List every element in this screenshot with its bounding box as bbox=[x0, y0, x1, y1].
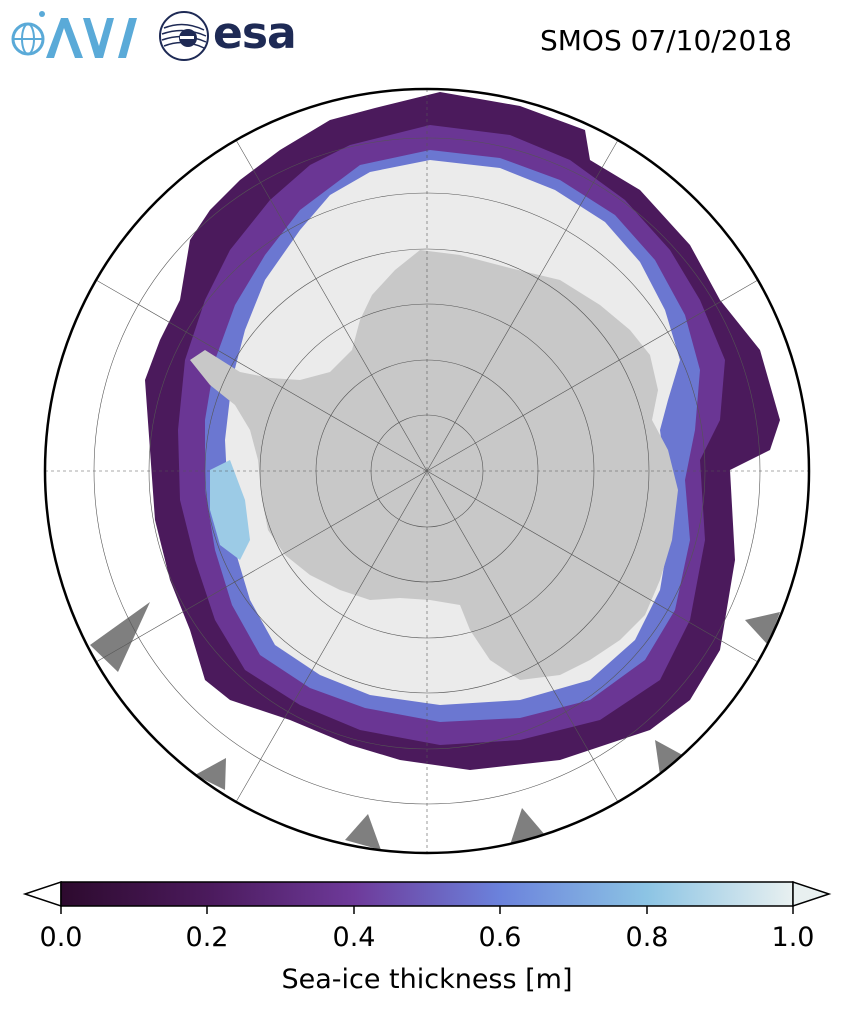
colorbar-tick-label: 0.4 bbox=[332, 922, 376, 953]
land-mask-wedge bbox=[195, 758, 226, 790]
colorbar-bar bbox=[22, 880, 832, 914]
colorbar-tick-label: 0.0 bbox=[39, 922, 83, 953]
map-title: SMOS 07/10/2018 bbox=[539, 24, 792, 57]
land-mask-wedge bbox=[510, 808, 545, 845]
esa-wordmark: esa bbox=[213, 8, 297, 59]
land-mask-wedge bbox=[655, 740, 688, 775]
awi-logo bbox=[11, 11, 137, 58]
colorbar-gradient bbox=[60, 881, 794, 907]
colorbar-tick-label: 0.8 bbox=[625, 922, 669, 953]
map-boundary bbox=[43, 87, 811, 855]
colorbar-tick-label: 1.0 bbox=[771, 922, 815, 953]
colorbar: 0.0 0.2 0.4 0.6 0.8 1.0 Sea-ice thicknes… bbox=[0, 870, 854, 1026]
colorbar-extend-low bbox=[22, 880, 62, 908]
antarctica-land bbox=[190, 250, 678, 680]
colorbar-tick-label: 0.2 bbox=[185, 922, 229, 953]
land-mask-wedge bbox=[90, 602, 150, 672]
colorbar-tick-label: 0.6 bbox=[478, 922, 522, 953]
colorbar-label: Sea-ice thickness [m] bbox=[281, 964, 573, 995]
header: esa SMOS 07/10/2018 bbox=[0, 0, 854, 80]
esa-swirl-icon bbox=[159, 11, 209, 61]
land-mask-wedge bbox=[345, 814, 381, 850]
land-mask-wedge bbox=[745, 612, 780, 645]
esa-logo: esa bbox=[158, 8, 303, 62]
light-ice-patch bbox=[210, 460, 250, 560]
polar-map bbox=[43, 87, 811, 855]
colorbar-extend-high bbox=[792, 880, 832, 908]
graticule bbox=[45, 89, 809, 853]
